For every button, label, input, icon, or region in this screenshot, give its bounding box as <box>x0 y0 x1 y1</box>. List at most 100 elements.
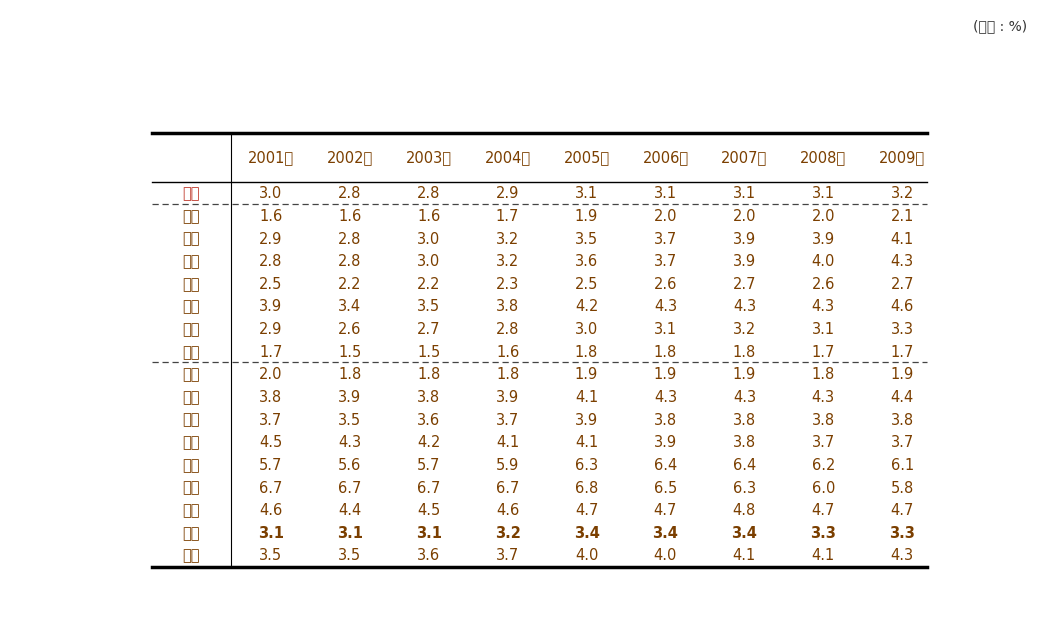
Text: 6.8: 6.8 <box>575 481 598 495</box>
Text: 4.4: 4.4 <box>338 503 361 518</box>
Text: 부산: 부산 <box>183 231 201 247</box>
Text: 6.3: 6.3 <box>575 458 598 473</box>
Text: 1.5: 1.5 <box>417 344 440 360</box>
Text: 3.7: 3.7 <box>654 231 677 247</box>
Text: 4.0: 4.0 <box>812 254 835 269</box>
Text: 2.1: 2.1 <box>890 209 914 224</box>
Text: 2007년: 2007년 <box>721 150 768 166</box>
Text: 4.5: 4.5 <box>259 435 282 450</box>
Text: 충북: 충북 <box>183 435 201 450</box>
Text: 4.0: 4.0 <box>654 548 677 564</box>
Text: 6.5: 6.5 <box>654 481 677 495</box>
Text: 3.7: 3.7 <box>496 413 520 427</box>
Text: 1.8: 1.8 <box>812 367 835 382</box>
Text: 2.5: 2.5 <box>259 277 282 292</box>
Text: 3.9: 3.9 <box>259 300 282 314</box>
Text: 1.8: 1.8 <box>338 367 361 382</box>
Text: 3.2: 3.2 <box>496 231 520 247</box>
Text: 1.7: 1.7 <box>890 344 914 360</box>
Text: 2006년: 2006년 <box>643 150 689 166</box>
Text: 2.3: 2.3 <box>496 277 520 292</box>
Text: 인천: 인천 <box>183 277 201 292</box>
Text: 4.6: 4.6 <box>259 503 282 518</box>
Text: 1.8: 1.8 <box>654 344 677 360</box>
Text: 6.7: 6.7 <box>417 481 440 495</box>
Text: 3.7: 3.7 <box>259 413 282 427</box>
Text: 4.2: 4.2 <box>574 300 598 314</box>
Text: 3.6: 3.6 <box>417 548 440 564</box>
Text: 2005년: 2005년 <box>564 150 610 166</box>
Text: 4.3: 4.3 <box>654 390 677 405</box>
Text: 3.1: 3.1 <box>575 187 598 201</box>
Text: 3.4: 3.4 <box>732 526 757 541</box>
Text: 4.7: 4.7 <box>890 503 914 518</box>
Text: 1.7: 1.7 <box>259 344 282 360</box>
Text: 3.4: 3.4 <box>573 526 600 541</box>
Text: 1.6: 1.6 <box>259 209 282 224</box>
Text: 2002년: 2002년 <box>327 150 373 166</box>
Text: 1.9: 1.9 <box>890 367 914 382</box>
Text: 3.0: 3.0 <box>417 231 440 247</box>
Text: 4.1: 4.1 <box>812 548 835 564</box>
Text: 2.0: 2.0 <box>654 209 677 224</box>
Text: 2.5: 2.5 <box>574 277 598 292</box>
Text: 3.3: 3.3 <box>889 526 916 541</box>
Text: 4.3: 4.3 <box>812 390 835 405</box>
Text: 5.7: 5.7 <box>417 458 440 473</box>
Text: 2.2: 2.2 <box>417 277 440 292</box>
Text: 2.6: 2.6 <box>654 277 677 292</box>
Text: 3.2: 3.2 <box>496 254 520 269</box>
Text: 3.9: 3.9 <box>812 231 835 247</box>
Text: 2.8: 2.8 <box>338 187 361 201</box>
Text: 3.0: 3.0 <box>259 187 282 201</box>
Text: 4.6: 4.6 <box>890 300 914 314</box>
Text: 6.7: 6.7 <box>496 481 520 495</box>
Text: 2.9: 2.9 <box>259 231 282 247</box>
Text: 5.6: 5.6 <box>338 458 361 473</box>
Text: 1.9: 1.9 <box>575 367 598 382</box>
Text: 3.2: 3.2 <box>890 187 914 201</box>
Text: 3.1: 3.1 <box>812 322 835 337</box>
Text: 전국: 전국 <box>183 187 201 201</box>
Text: 4.7: 4.7 <box>812 503 835 518</box>
Text: 3.2: 3.2 <box>733 322 756 337</box>
Text: 3.4: 3.4 <box>652 526 678 541</box>
Text: 대전: 대전 <box>183 322 201 337</box>
Text: 3.5: 3.5 <box>338 413 361 427</box>
Text: 3.7: 3.7 <box>654 254 677 269</box>
Text: 1.9: 1.9 <box>654 367 677 382</box>
Text: 1.8: 1.8 <box>575 344 598 360</box>
Text: 6.4: 6.4 <box>733 458 756 473</box>
Text: 3.5: 3.5 <box>338 548 361 564</box>
Text: 2.8: 2.8 <box>338 254 361 269</box>
Text: 6.0: 6.0 <box>812 481 835 495</box>
Text: 충남: 충남 <box>183 413 201 427</box>
Text: 6.7: 6.7 <box>259 481 282 495</box>
Text: 3.7: 3.7 <box>890 435 914 450</box>
Text: 1.6: 1.6 <box>417 209 440 224</box>
Text: 3.1: 3.1 <box>416 526 442 541</box>
Text: 제주: 제주 <box>183 548 201 564</box>
Text: 대구: 대구 <box>183 254 201 269</box>
Text: 4.0: 4.0 <box>574 548 598 564</box>
Text: 6.3: 6.3 <box>733 481 756 495</box>
Text: 3.6: 3.6 <box>417 413 440 427</box>
Text: 2.0: 2.0 <box>812 209 835 224</box>
Text: 3.8: 3.8 <box>654 413 677 427</box>
Text: 3.5: 3.5 <box>417 300 440 314</box>
Text: 2.8: 2.8 <box>259 254 282 269</box>
Text: 1.8: 1.8 <box>417 367 440 382</box>
Text: 3.1: 3.1 <box>733 187 756 201</box>
Text: 경남: 경남 <box>183 526 201 541</box>
Text: 전남: 전남 <box>183 481 201 495</box>
Text: 3.0: 3.0 <box>417 254 440 269</box>
Text: 2.6: 2.6 <box>812 277 835 292</box>
Text: 3.1: 3.1 <box>654 187 677 201</box>
Text: 서울: 서울 <box>183 209 201 224</box>
Text: 1.8: 1.8 <box>496 367 520 382</box>
Text: 2.7: 2.7 <box>890 277 915 292</box>
Text: 4.3: 4.3 <box>654 300 677 314</box>
Text: 3.5: 3.5 <box>575 231 598 247</box>
Text: 4.4: 4.4 <box>890 390 914 405</box>
Text: 3.4: 3.4 <box>338 300 361 314</box>
